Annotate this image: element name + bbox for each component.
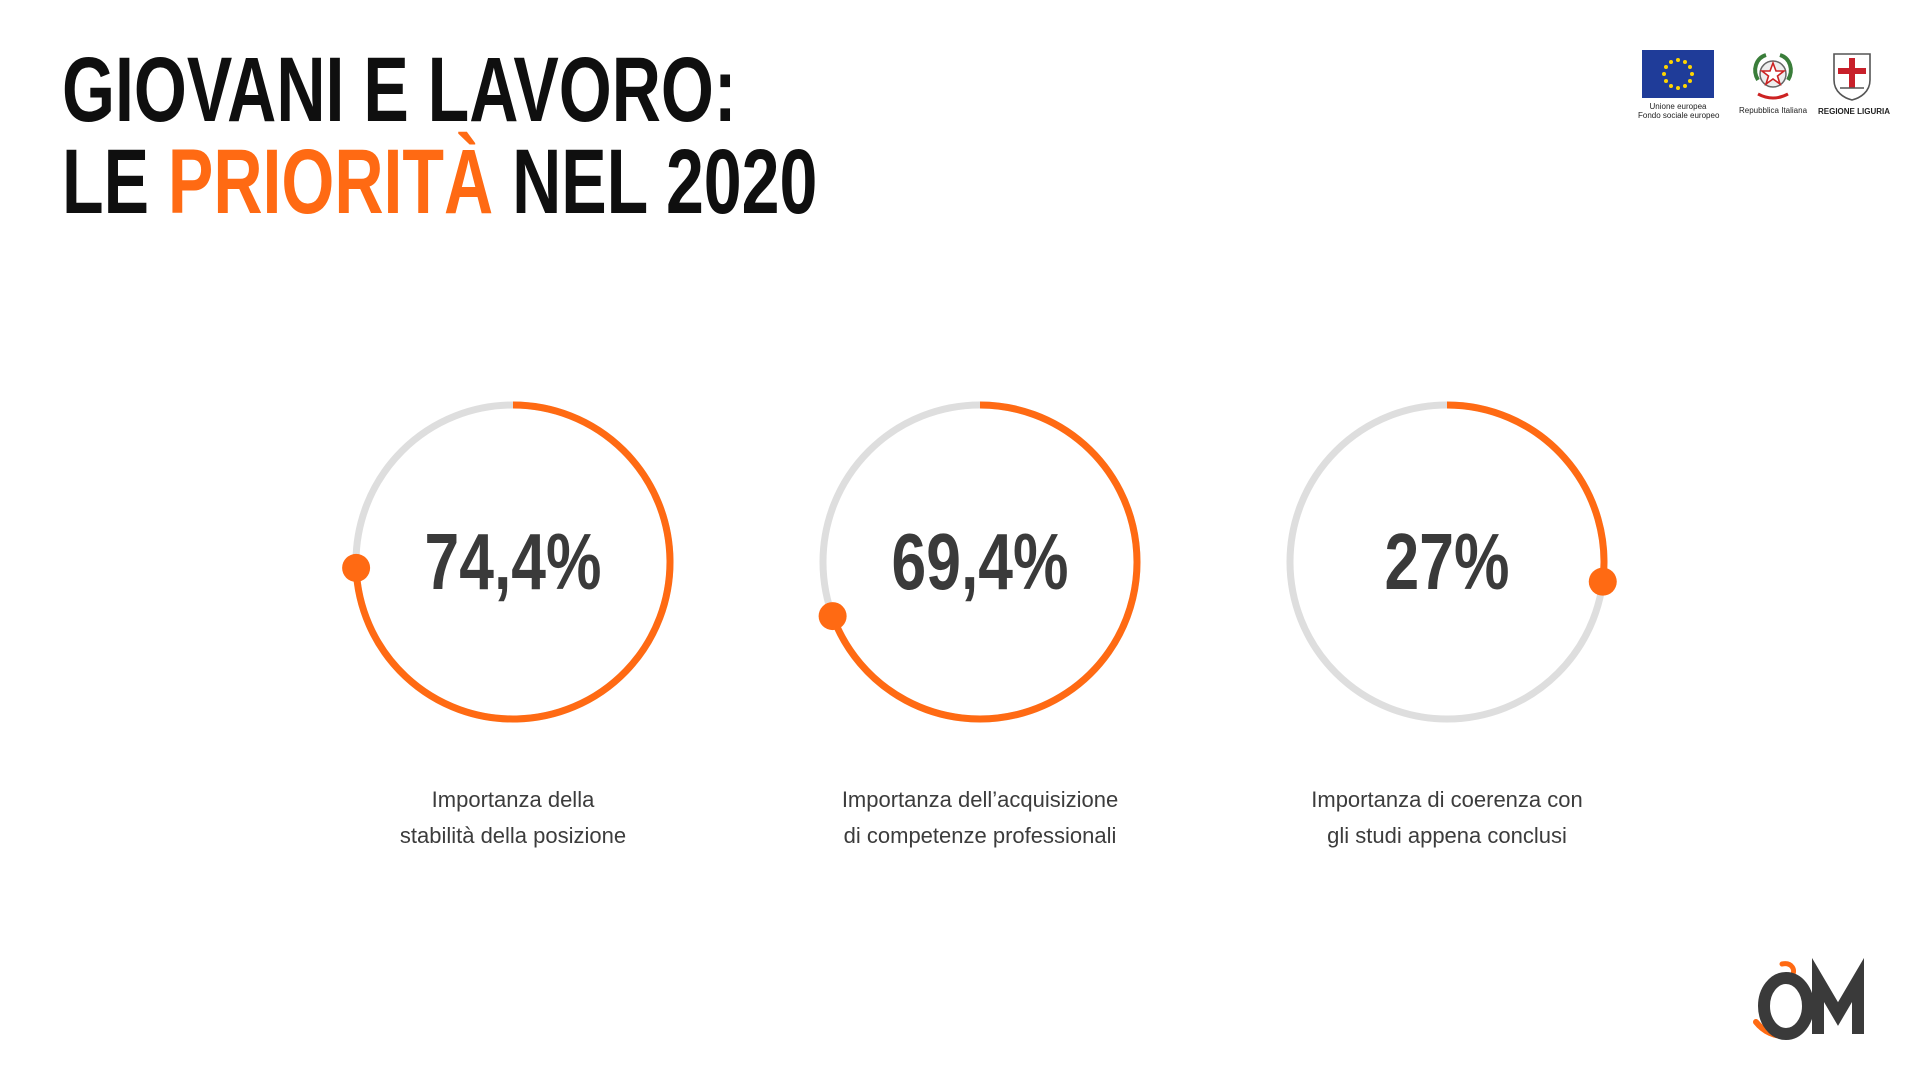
donut-value-stability: 74,4% [424,517,602,606]
caption-stability: Importanza della stabilità della posizio… [323,782,703,854]
page-title: GIOVANI E LAVORO: LE PRIORITÀ NEL 2020 [62,44,817,228]
donut-value-arc [1446,401,1608,583]
caption-stability-line-2: stabilità della posizione [399,823,627,848]
donut-end-marker [818,602,847,631]
eu-flag-icon [1642,50,1714,98]
italian-emblem-icon [1753,53,1793,100]
caption-skills: Importanza dell’acquisizione di competen… [790,782,1170,854]
donut-value-skills: 69,4% [891,517,1069,606]
om-logo [1752,957,1882,1042]
donut-end-marker [342,553,371,582]
liguria-caption: REGIONE LIGURIA [1818,107,1891,116]
donut-chart-stability [342,401,674,723]
caption-stability-line-1: Importanza della [431,787,595,812]
title-accent: PRIORITÀ [167,131,494,233]
donut-chart-coherence [1286,401,1617,723]
donut-stability: 74,4% [342,397,678,727]
liguria-shield-icon [1833,53,1871,101]
donut-coherence: 27% [1282,397,1617,727]
title-line-2: LE PRIORITÀ NEL 2020 [62,136,817,228]
caption-coherence-line-1: Importanza di coerenza con [1311,787,1583,812]
institution-logos: Unione europea Fondo sociale europeo Rep… [1638,50,1890,122]
donut-chart-skills [818,401,1141,723]
eu-caption-2: Fondo sociale europeo [1638,111,1720,120]
caption-coherence: Importanza di coerenza con gli studi app… [1257,782,1637,854]
title-prefix: LE [62,131,168,233]
donut-skills: 69,4% [815,397,1145,727]
italy-caption: Repubblica Italiana [1738,106,1808,115]
caption-skills-line-1: Importanza dell’acquisizione [841,787,1119,812]
donut-value-arc [352,401,674,723]
caption-coherence-line-2: gli studi appena conclusi [1327,823,1567,848]
caption-skills-line-2: di competenze professionali [843,823,1117,848]
title-line-1: GIOVANI E LAVORO: [62,39,737,141]
donut-end-marker [1588,567,1617,596]
title-suffix: NEL 2020 [493,131,818,233]
donut-value-arc [829,401,1141,723]
donut-value-coherence: 27% [1384,517,1510,606]
eu-caption-1: Unione europea [1649,102,1707,111]
om-logo-icon [1753,957,1864,1040]
